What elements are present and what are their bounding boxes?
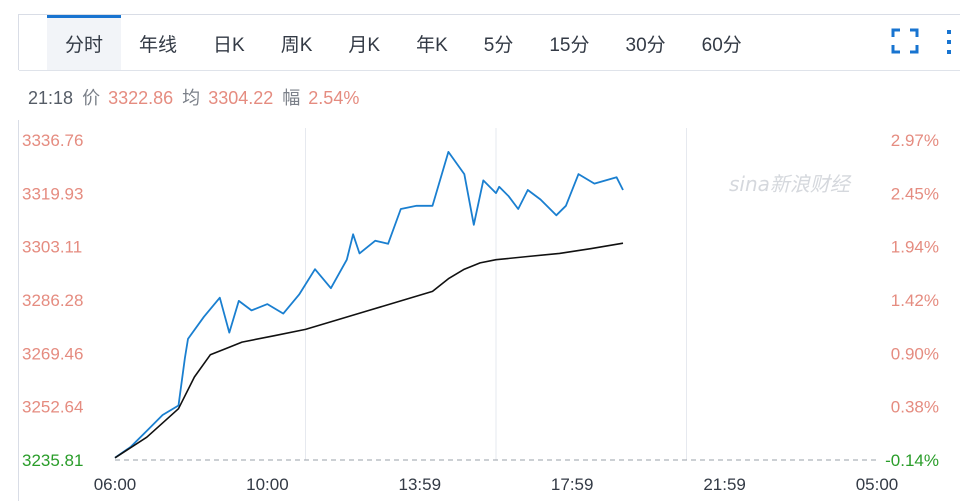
y-pct-label: 2.45%: [891, 184, 939, 203]
quote-info-bar: 21:18 价 3322.86 均 3304.22 幅 2.54%: [28, 84, 359, 110]
y-tick-label: 3336.76: [22, 131, 83, 150]
y-tick-label: 3303.11: [22, 238, 82, 257]
vertical-dots-icon[interactable]: [942, 27, 956, 57]
y-tick-label: 3319.93: [22, 184, 83, 203]
price-value: 3322.86: [108, 88, 174, 108]
chart-tab-bar: 分时 年线 日K 周K 月K 年K 5分 15分 30分 60分: [18, 14, 960, 71]
watermark-logo: sina新浪财经: [729, 172, 852, 196]
y-pct-label: 2.97%: [891, 131, 939, 150]
y-tick-label: 3252.64: [22, 398, 83, 417]
y-tick-label: 3286.28: [22, 291, 83, 310]
y-pct-label: 0.90%: [891, 344, 939, 363]
y-pct-label: 1.42%: [891, 291, 939, 310]
x-tick-label: 05:00: [856, 475, 899, 494]
tab-5[interactable]: 年K: [416, 35, 448, 56]
quote-time: 21:18: [28, 88, 74, 108]
tab-divider: [19, 70, 960, 71]
avg-label: 均: [182, 88, 201, 108]
tab-1[interactable]: 年线: [139, 35, 178, 56]
tab-8[interactable]: 30分: [625, 35, 666, 56]
intraday-chart[interactable]: sina新浪财经 3336.76 2.97% 3319.93 2.45% 3303.11 1…: [18, 120, 960, 501]
avg-line: [114, 242, 624, 459]
tab-0[interactable]: 分时: [47, 15, 122, 71]
range-value: 2.54%: [308, 88, 360, 108]
price-label: 价: [82, 88, 101, 108]
y-tick-label: 3235.81: [22, 451, 83, 470]
range-label: 幅: [282, 88, 301, 108]
x-tick-label: 10:00: [246, 475, 289, 494]
x-tick-label: 06:00: [94, 475, 137, 494]
period-tabs: 分时 年线 日K 周K 月K 年K 5分 15分 30分 60分: [19, 15, 760, 71]
tab-7[interactable]: 15分: [549, 35, 590, 56]
tab-6[interactable]: 5分: [483, 35, 514, 56]
price-line: [114, 150, 624, 459]
x-tick-label: 17:59: [551, 475, 594, 494]
y-pct-label: 0.38%: [891, 398, 939, 417]
y-pct-label: 1.94%: [891, 238, 939, 257]
tab-4[interactable]: 月K: [348, 35, 381, 56]
tab-2[interactable]: 日K: [213, 35, 245, 56]
x-tick-label: 21:59: [703, 475, 746, 494]
tab-3[interactable]: 周K: [280, 35, 313, 56]
expand-icon[interactable]: [890, 27, 920, 55]
y-pct-label: -0.14%: [885, 451, 939, 470]
chart-canvas: sina新浪财经 3336.76 2.97% 3319.93 2.45% 3303.11 1…: [22, 128, 939, 494]
y-tick-label: 3269.46: [22, 344, 83, 363]
avg-value: 3304.22: [208, 88, 274, 108]
x-tick-label: 13:59: [399, 475, 442, 494]
tab-9[interactable]: 60分: [701, 35, 742, 56]
